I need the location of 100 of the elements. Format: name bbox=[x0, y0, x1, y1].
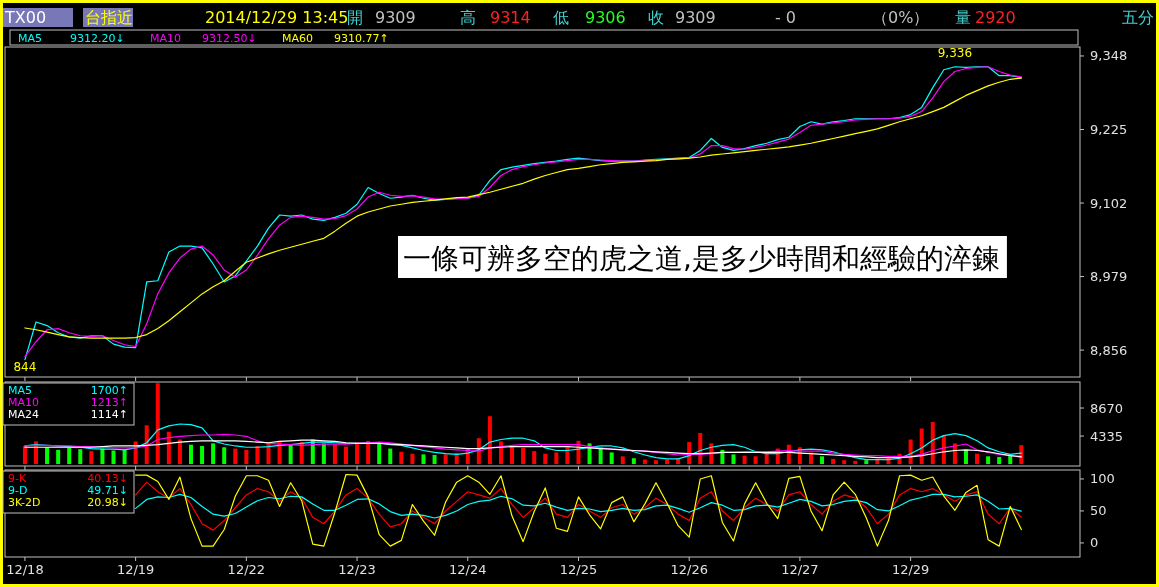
text: 2014/12/29 13:45 bbox=[205, 8, 349, 27]
bar bbox=[45, 447, 50, 465]
y-tick-label: 9,102 bbox=[1090, 195, 1128, 211]
bar bbox=[399, 451, 404, 465]
x-tick-label: 12/27 bbox=[781, 562, 819, 577]
bar bbox=[122, 449, 127, 465]
text: 9309 bbox=[375, 8, 416, 27]
y-tick-label: 50 bbox=[1090, 503, 1107, 519]
annotation: 一條可辨多空的虎之道,是多少時間和經驗的淬鍊 bbox=[403, 242, 1000, 275]
bar bbox=[366, 440, 371, 465]
bar bbox=[543, 453, 548, 465]
text: MA5 bbox=[8, 384, 33, 397]
x-tick-label: 12/19 bbox=[116, 562, 155, 577]
x-tick-label: 12/24 bbox=[449, 562, 487, 577]
bar bbox=[443, 454, 448, 465]
annotation: 1700↑ bbox=[90, 384, 128, 397]
bar bbox=[89, 451, 94, 465]
bar bbox=[188, 444, 193, 465]
text: MA60 bbox=[282, 32, 314, 45]
annotation: 20.98↓ bbox=[87, 496, 128, 509]
bar bbox=[255, 445, 260, 465]
x-tick-label: 12/22 bbox=[227, 562, 266, 577]
bar bbox=[532, 451, 537, 465]
annotation: 40.13↓ bbox=[87, 472, 128, 485]
y-tick-label: 9,225 bbox=[1090, 122, 1128, 137]
line-series bbox=[24, 439, 1022, 459]
text: MA10 bbox=[150, 32, 182, 45]
bar bbox=[565, 447, 570, 465]
bar bbox=[731, 454, 736, 465]
text: 9-D bbox=[8, 484, 28, 497]
bar bbox=[864, 460, 869, 465]
bar bbox=[498, 441, 503, 465]
y-tick-label: 100 bbox=[1090, 471, 1115, 487]
text: TX00 bbox=[4, 8, 47, 27]
bar bbox=[332, 444, 337, 465]
y-tick-label: 8,979 bbox=[1090, 269, 1128, 285]
bar bbox=[986, 456, 991, 465]
bar bbox=[321, 443, 326, 465]
text: 9312.20↓ bbox=[70, 32, 125, 45]
bar bbox=[22, 445, 27, 465]
text: 高 bbox=[460, 8, 476, 27]
bar bbox=[842, 460, 847, 465]
text: MA10 bbox=[8, 396, 40, 409]
bar bbox=[388, 448, 393, 465]
y-tick-label: 4335 bbox=[1090, 428, 1124, 444]
bar bbox=[155, 383, 160, 465]
bar bbox=[244, 449, 249, 465]
y-tick-label: 9,348 bbox=[1090, 48, 1128, 64]
annotation: 49.71↓ bbox=[87, 484, 128, 497]
bar bbox=[78, 449, 83, 465]
y-tick-label: 0 bbox=[1090, 535, 1099, 551]
text: 低 bbox=[553, 8, 569, 27]
text: 台指近 bbox=[85, 8, 133, 27]
text: 開 bbox=[347, 8, 363, 27]
bar bbox=[100, 448, 105, 465]
line-series bbox=[135, 493, 1022, 519]
x-tick-label: 12/26 bbox=[670, 562, 708, 577]
bar bbox=[166, 431, 171, 465]
annotation: 1114↑ bbox=[90, 408, 128, 421]
bar bbox=[808, 452, 813, 465]
text: 9312.50↓ bbox=[202, 32, 257, 45]
bar bbox=[355, 442, 360, 465]
bar bbox=[653, 460, 658, 465]
text: 9310.77↑ bbox=[334, 32, 389, 45]
bar bbox=[997, 456, 1002, 465]
bar bbox=[975, 453, 980, 465]
text: 9-K bbox=[8, 472, 27, 485]
bar bbox=[631, 458, 636, 465]
bar bbox=[177, 439, 182, 465]
bar bbox=[831, 458, 836, 465]
bar bbox=[200, 445, 205, 465]
y-tick-label: 8,856 bbox=[1090, 342, 1128, 358]
bar bbox=[742, 455, 747, 465]
text: MA5 bbox=[18, 32, 43, 45]
bar bbox=[299, 442, 304, 465]
annotation: 9,336 bbox=[937, 46, 973, 61]
bar bbox=[820, 456, 825, 465]
bar bbox=[853, 460, 858, 465]
text: 9309 bbox=[675, 8, 716, 27]
line-series bbox=[24, 433, 1022, 457]
x-tick-label: 12/18 bbox=[6, 562, 44, 577]
bar bbox=[764, 453, 769, 465]
x-tick-label: 12/29 bbox=[891, 562, 930, 577]
text: 收 bbox=[648, 8, 664, 27]
bar bbox=[753, 456, 758, 465]
annotation: 844 bbox=[13, 360, 37, 375]
x-tick-label: 12/25 bbox=[559, 562, 598, 577]
text: 五分 bbox=[1122, 8, 1154, 27]
line-series bbox=[135, 481, 1022, 531]
bar bbox=[410, 453, 415, 465]
bar bbox=[56, 449, 61, 465]
bar bbox=[432, 455, 437, 465]
annotation: 1213↑ bbox=[90, 396, 128, 409]
text: 量 bbox=[955, 8, 971, 27]
bar bbox=[211, 443, 216, 465]
bar bbox=[963, 449, 968, 465]
text: 9306 bbox=[585, 8, 626, 27]
bar bbox=[521, 447, 526, 465]
bar bbox=[620, 456, 625, 465]
line-series bbox=[135, 473, 1022, 547]
